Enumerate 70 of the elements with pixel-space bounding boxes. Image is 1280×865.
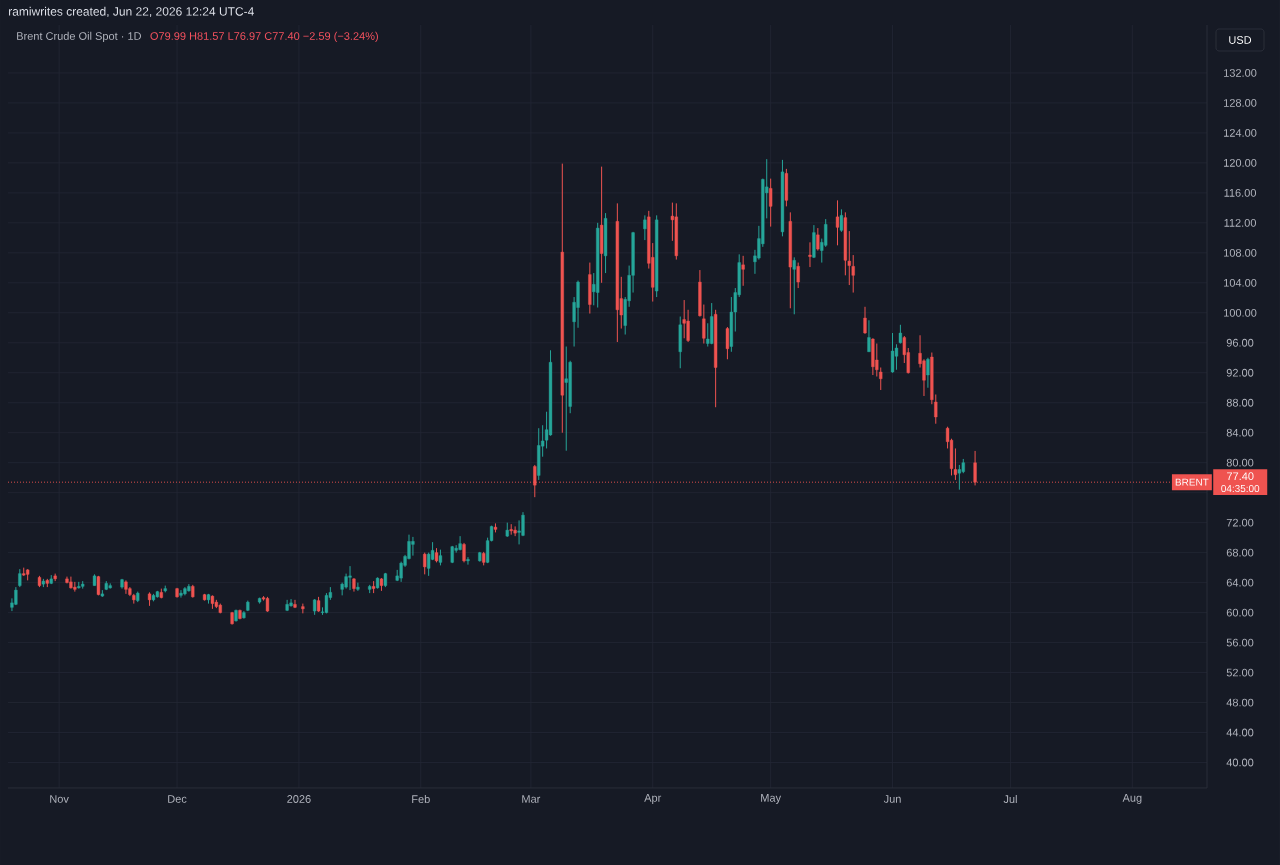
y-tick-label: 116.00 [1224, 188, 1257, 197]
y-tick-label: 124.00 [1224, 129, 1257, 137]
y-tick-label: 96.00 [1226, 338, 1254, 347]
text: Brent Crude Oil Spot · 1D [17, 31, 141, 43]
candlestick [179, 589, 183, 599]
y-tick-label: 132.00 [1224, 69, 1257, 77]
candlestick [356, 582, 360, 592]
candlestick [835, 199, 840, 246]
y-tick-label: 68.00 [1226, 548, 1254, 557]
candlestick [863, 306, 867, 335]
candlestick [816, 227, 820, 252]
ref-line-label: BRENT [1175, 478, 1209, 486]
text: 04:35:00 [1221, 485, 1260, 493]
y-tick-label: 60.00 [1226, 608, 1254, 617]
y-tick-label: 56.00 [1226, 638, 1254, 647]
y-tick-label: 40.00 [1226, 758, 1254, 767]
y-tick-label: 72.00 [1226, 518, 1254, 527]
candlestick [792, 256, 796, 315]
candlestick [769, 178, 773, 228]
candlestick [824, 218, 828, 248]
candlestick [293, 599, 297, 609]
y-tick-label: 88.00 [1226, 398, 1254, 407]
y-tick-label: 64.00 [1226, 578, 1254, 587]
y-tick-label: 84.00 [1226, 428, 1254, 437]
candlestick [517, 519, 521, 545]
y-tick-label: 48.00 [1226, 698, 1254, 707]
y-tick-label: 128.00 [1224, 99, 1257, 107]
text: O79.99 H81.57 L76.97 C77.40 −2.59 (−3.24%) [150, 31, 378, 43]
y-tick-label: 112.00 [1224, 218, 1257, 227]
y-tick-label: 44.00 [1226, 728, 1254, 737]
candlestick [796, 262, 800, 289]
candlestick [348, 565, 352, 591]
y-tick-label: 80.00 [1226, 458, 1254, 467]
candlestick [839, 208, 844, 233]
candlestick [898, 324, 903, 345]
candlestick [957, 464, 961, 491]
candlestick [725, 326, 730, 360]
x-tick-label: Apr [644, 794, 662, 804]
candlestick [808, 241, 812, 268]
x-tick-label: Dec [168, 795, 187, 803]
candlestick [458, 535, 462, 551]
y-tick-label: 100.00 [1224, 308, 1257, 317]
x-tick-label: May [761, 794, 782, 804]
candlestick [564, 346, 568, 452]
text: ramiwrites created, Jun 22, 2026 12:24 UTC-4 [9, 6, 254, 18]
text: USD [1229, 36, 1252, 44]
candlestick [513, 525, 517, 537]
candlestick [466, 556, 470, 566]
y-tick-label: 52.00 [1226, 668, 1254, 677]
x-tick-label: Jul [1003, 794, 1017, 804]
candlestick [411, 536, 415, 557]
x-tick-label: Aug [1122, 794, 1142, 804]
candlestick [643, 214, 647, 241]
x-tick-label: Jun [883, 795, 901, 803]
candlestick [867, 319, 871, 353]
x-tick-label: Feb [412, 794, 430, 804]
y-tick-label: 108.00 [1224, 248, 1257, 257]
candlestick [741, 255, 745, 287]
x-tick-label: Nov [50, 795, 69, 803]
x-tick-label: Mar [522, 795, 541, 803]
candlestick [533, 464, 537, 498]
y-tick-label: 92.00 [1226, 368, 1254, 377]
candlestick [890, 332, 895, 374]
text: 77.40 [1227, 472, 1254, 481]
candlestick [301, 603, 305, 614]
y-tick-label: 120.00 [1224, 158, 1257, 167]
y-tick-label: 104.00 [1224, 278, 1257, 287]
candlestick [926, 357, 930, 389]
x-tick-label: 2026 [287, 795, 311, 803]
candlestick [682, 299, 686, 339]
